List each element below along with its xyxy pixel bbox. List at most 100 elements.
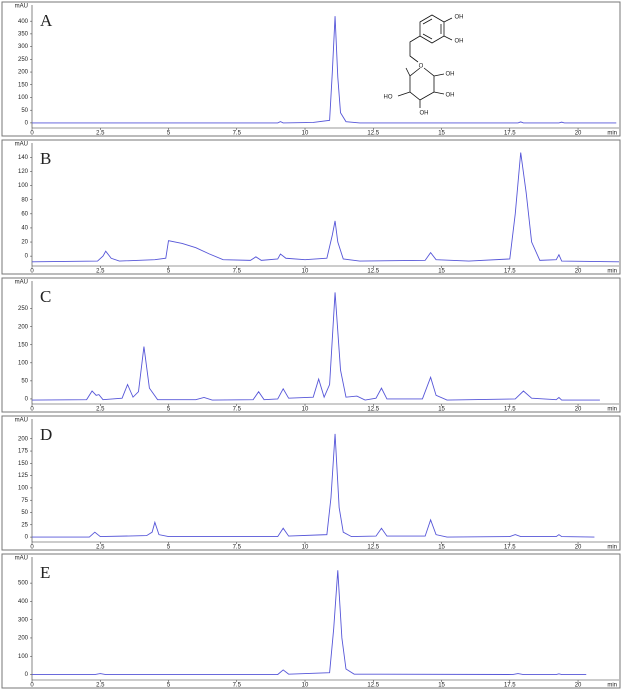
panel-frame bbox=[1, 415, 621, 551]
y-tick-label: 400 bbox=[18, 19, 29, 25]
x-tick-label: 10 bbox=[302, 269, 309, 275]
y-tick-label: 100 bbox=[18, 95, 29, 101]
y-tick-label: 0 bbox=[25, 254, 29, 260]
x-tick-label: 5 bbox=[167, 683, 171, 689]
x-tick-label: 2.5 bbox=[96, 269, 105, 275]
y-tick-label: 400 bbox=[18, 599, 29, 605]
x-tick-label: 17.5 bbox=[504, 131, 516, 137]
structure-label: OH bbox=[455, 15, 464, 21]
y-tick-label: 175 bbox=[18, 449, 29, 455]
structure-label: OH bbox=[446, 72, 455, 78]
y-tick-label: 120 bbox=[18, 169, 29, 175]
y-tick-label: 350 bbox=[18, 31, 29, 37]
y-tick-label: 200 bbox=[18, 324, 29, 330]
y-tick-label: 60 bbox=[21, 211, 28, 217]
y-tick-label: 25 bbox=[21, 522, 28, 528]
x-tick-label: 0 bbox=[30, 683, 34, 689]
x-tick-label: 12.5 bbox=[367, 407, 379, 413]
y-tick-label: 150 bbox=[18, 461, 29, 467]
x-tick-label: 15 bbox=[438, 131, 445, 137]
x-tick-label: 10 bbox=[302, 545, 309, 551]
panel-label: C bbox=[40, 287, 51, 306]
x-tick-label: 20 bbox=[575, 269, 582, 275]
structure-label: OH bbox=[420, 111, 429, 117]
panel-label: A bbox=[40, 11, 53, 30]
panel-frame bbox=[1, 1, 621, 137]
y-tick-label: 150 bbox=[18, 342, 29, 348]
x-tick-label: 7.5 bbox=[233, 407, 242, 413]
x-tick-label: 12.5 bbox=[367, 269, 379, 275]
x-tick-label: 10 bbox=[302, 131, 309, 137]
panel-frame bbox=[1, 553, 621, 689]
y-axis-title: mAU bbox=[15, 418, 28, 424]
y-tick-label: 100 bbox=[18, 654, 29, 660]
y-tick-label: 250 bbox=[18, 306, 29, 312]
x-tick-label: 0 bbox=[30, 545, 34, 551]
panel-label: B bbox=[40, 149, 51, 168]
x-tick-label: 10 bbox=[302, 683, 309, 689]
x-tick-label: 17.5 bbox=[504, 545, 516, 551]
x-tick-label: 7.5 bbox=[233, 683, 242, 689]
y-tick-label: 500 bbox=[18, 581, 29, 587]
structure-label: OH bbox=[455, 39, 464, 45]
x-tick-label: 7.5 bbox=[233, 131, 242, 137]
y-axis-title: mAU bbox=[15, 280, 28, 286]
panel-label: D bbox=[40, 425, 52, 444]
y-tick-label: 100 bbox=[18, 183, 29, 189]
y-tick-label: 100 bbox=[18, 486, 29, 492]
x-tick-label: 2.5 bbox=[96, 407, 105, 413]
panel-label: E bbox=[40, 563, 50, 582]
x-tick-label: 2.5 bbox=[96, 683, 105, 689]
y-tick-label: 200 bbox=[18, 70, 29, 76]
y-tick-label: 75 bbox=[21, 498, 28, 504]
x-tick-label: 0 bbox=[30, 407, 34, 413]
structure-bonds bbox=[397, 14, 453, 108]
structure-label: HO bbox=[384, 95, 393, 101]
x-tick-label: 0 bbox=[30, 131, 34, 137]
y-tick-label: 0 bbox=[25, 672, 29, 678]
structure-label: OH bbox=[446, 93, 455, 99]
x-tick-label: 15 bbox=[438, 683, 445, 689]
y-tick-label: 200 bbox=[18, 436, 29, 442]
x-axis-title: min bbox=[607, 545, 617, 551]
x-tick-label: 12.5 bbox=[367, 683, 379, 689]
x-tick-label: 7.5 bbox=[233, 269, 242, 275]
x-tick-label: 15 bbox=[438, 269, 445, 275]
y-tick-label: 150 bbox=[18, 82, 29, 88]
y-axis-title: mAU bbox=[15, 556, 28, 562]
x-tick-label: 7.5 bbox=[233, 545, 242, 551]
x-tick-label: 20 bbox=[575, 407, 582, 413]
x-tick-label: 17.5 bbox=[504, 407, 516, 413]
chromatogram-trace bbox=[32, 433, 595, 538]
y-tick-label: 125 bbox=[18, 473, 29, 479]
y-tick-label: 0 bbox=[25, 535, 29, 541]
x-tick-label: 20 bbox=[575, 683, 582, 689]
panel-frame bbox=[1, 139, 621, 275]
chromatogram-trace bbox=[32, 16, 617, 124]
panel-frame bbox=[1, 277, 621, 413]
x-tick-label: 12.5 bbox=[367, 545, 379, 551]
y-tick-label: 40 bbox=[21, 226, 28, 232]
x-tick-label: 15 bbox=[438, 407, 445, 413]
x-tick-label: 20 bbox=[575, 131, 582, 137]
x-tick-label: 10 bbox=[302, 407, 309, 413]
y-tick-label: 80 bbox=[21, 197, 28, 203]
y-axis-title: mAU bbox=[15, 142, 28, 148]
x-tick-label: 17.5 bbox=[504, 269, 516, 275]
y-tick-label: 140 bbox=[18, 155, 29, 161]
x-tick-label: 5 bbox=[167, 131, 171, 137]
x-axis-title: min bbox=[607, 683, 617, 689]
x-tick-label: 5 bbox=[167, 545, 171, 551]
y-tick-label: 20 bbox=[21, 240, 28, 246]
y-tick-label: 50 bbox=[21, 378, 28, 384]
y-tick-label: 50 bbox=[21, 108, 28, 114]
x-tick-label: 17.5 bbox=[504, 683, 516, 689]
x-tick-label: 12.5 bbox=[367, 131, 379, 137]
chromatogram-trace bbox=[31, 292, 600, 401]
y-tick-label: 100 bbox=[18, 360, 29, 366]
structure-label: O bbox=[419, 64, 424, 70]
x-axis-title: min bbox=[607, 269, 617, 275]
y-tick-label: 300 bbox=[18, 617, 29, 623]
x-tick-label: 20 bbox=[575, 545, 582, 551]
